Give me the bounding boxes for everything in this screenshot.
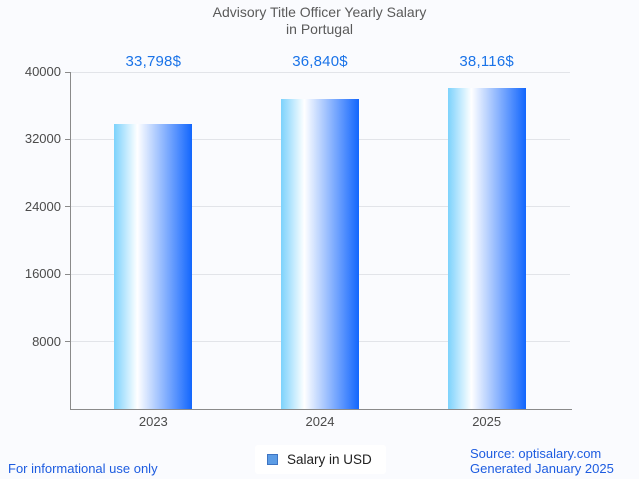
y-axis-tick <box>65 71 70 73</box>
y-axis-tick-label: 16000 <box>24 266 61 282</box>
chart-title: Advisory Title Officer Yearly Salary in … <box>0 4 639 38</box>
generated-text: Generated January 2025 <box>470 460 614 476</box>
chart-legend: Salary in USD <box>255 445 386 474</box>
y-axis-tick <box>65 138 70 140</box>
bar <box>281 98 359 409</box>
y-axis-tick-label: 8000 <box>32 333 61 349</box>
y-axis-tick <box>65 273 70 275</box>
bar <box>114 124 193 409</box>
bar-value-label: 33,798$ <box>125 53 182 70</box>
gridline <box>70 71 570 73</box>
bar <box>447 87 526 409</box>
source-text: Source: optisalary.com <box>470 446 602 461</box>
y-axis-tick <box>65 341 70 343</box>
bar-value-label: 38,116$ <box>459 53 514 70</box>
y-axis-tick <box>65 206 70 208</box>
y-axis-tick-label: 24000 <box>24 198 61 214</box>
y-axis-tick-label: 40000 <box>24 64 61 79</box>
legend-label: Salary in USD <box>287 452 372 467</box>
x-axis <box>70 409 572 410</box>
x-axis-tick-label: 2025 <box>472 414 502 429</box>
chart-title-line2: in Portugal <box>286 21 353 37</box>
x-axis-tick-label: 2024 <box>305 414 335 429</box>
legend-marker-icon <box>267 454 278 465</box>
chart-title-line1: Advisory Title Officer Yearly Salary <box>212 4 427 20</box>
source-block: Source: optisalary.com Generated January… <box>470 446 614 476</box>
x-axis-tick-label: 2023 <box>138 414 168 429</box>
y-axis-tick-label: 32000 <box>24 131 61 147</box>
disclaimer-text: For informational use only <box>8 461 158 476</box>
y-axis <box>70 72 71 409</box>
bar-value-label: 36,840$ <box>292 53 348 70</box>
